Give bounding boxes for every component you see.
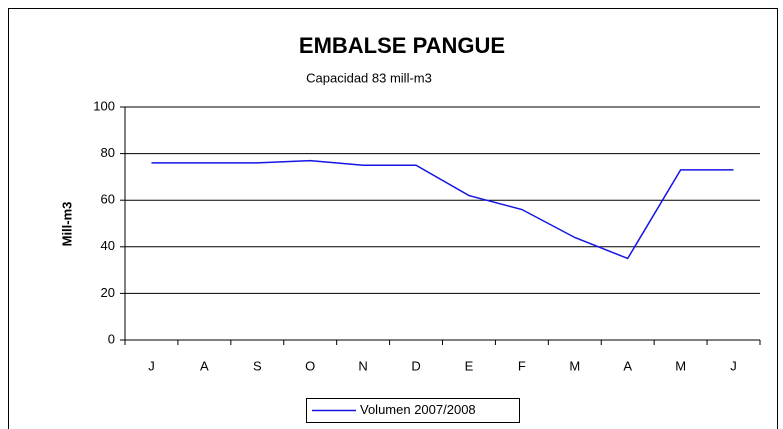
y-tick-label: 100 (93, 98, 115, 113)
y-tick-label: 40 (101, 238, 115, 253)
x-tick-label: J (148, 358, 155, 373)
x-tick-label: A (200, 358, 209, 373)
x-tick-label: O (305, 358, 315, 373)
chart-subtitle: Capacidad 83 mill-m3 (306, 70, 432, 85)
legend-label: Volumen 2007/2008 (360, 402, 476, 417)
y-tick-label: 0 (108, 331, 115, 346)
x-tick-label: M (569, 358, 580, 373)
y-axis-label: Mill-m3 (59, 202, 74, 247)
y-tick-label: 60 (101, 192, 115, 207)
chart-title: EMBALSE PANGUE (299, 33, 505, 58)
x-tick-label: S (253, 358, 262, 373)
x-tick-label: N (358, 358, 367, 373)
x-tick-label: E (465, 358, 474, 373)
x-tick-label: D (411, 358, 420, 373)
y-tick-label: 20 (101, 285, 115, 300)
x-tick-label: M (675, 358, 686, 373)
x-tick-label: J (730, 358, 737, 373)
data-line (151, 159, 734, 260)
chart-frame (8, 8, 778, 429)
x-tick-label: F (518, 358, 526, 373)
x-tick-label: A (623, 358, 632, 373)
y-tick-label: 80 (101, 145, 115, 160)
